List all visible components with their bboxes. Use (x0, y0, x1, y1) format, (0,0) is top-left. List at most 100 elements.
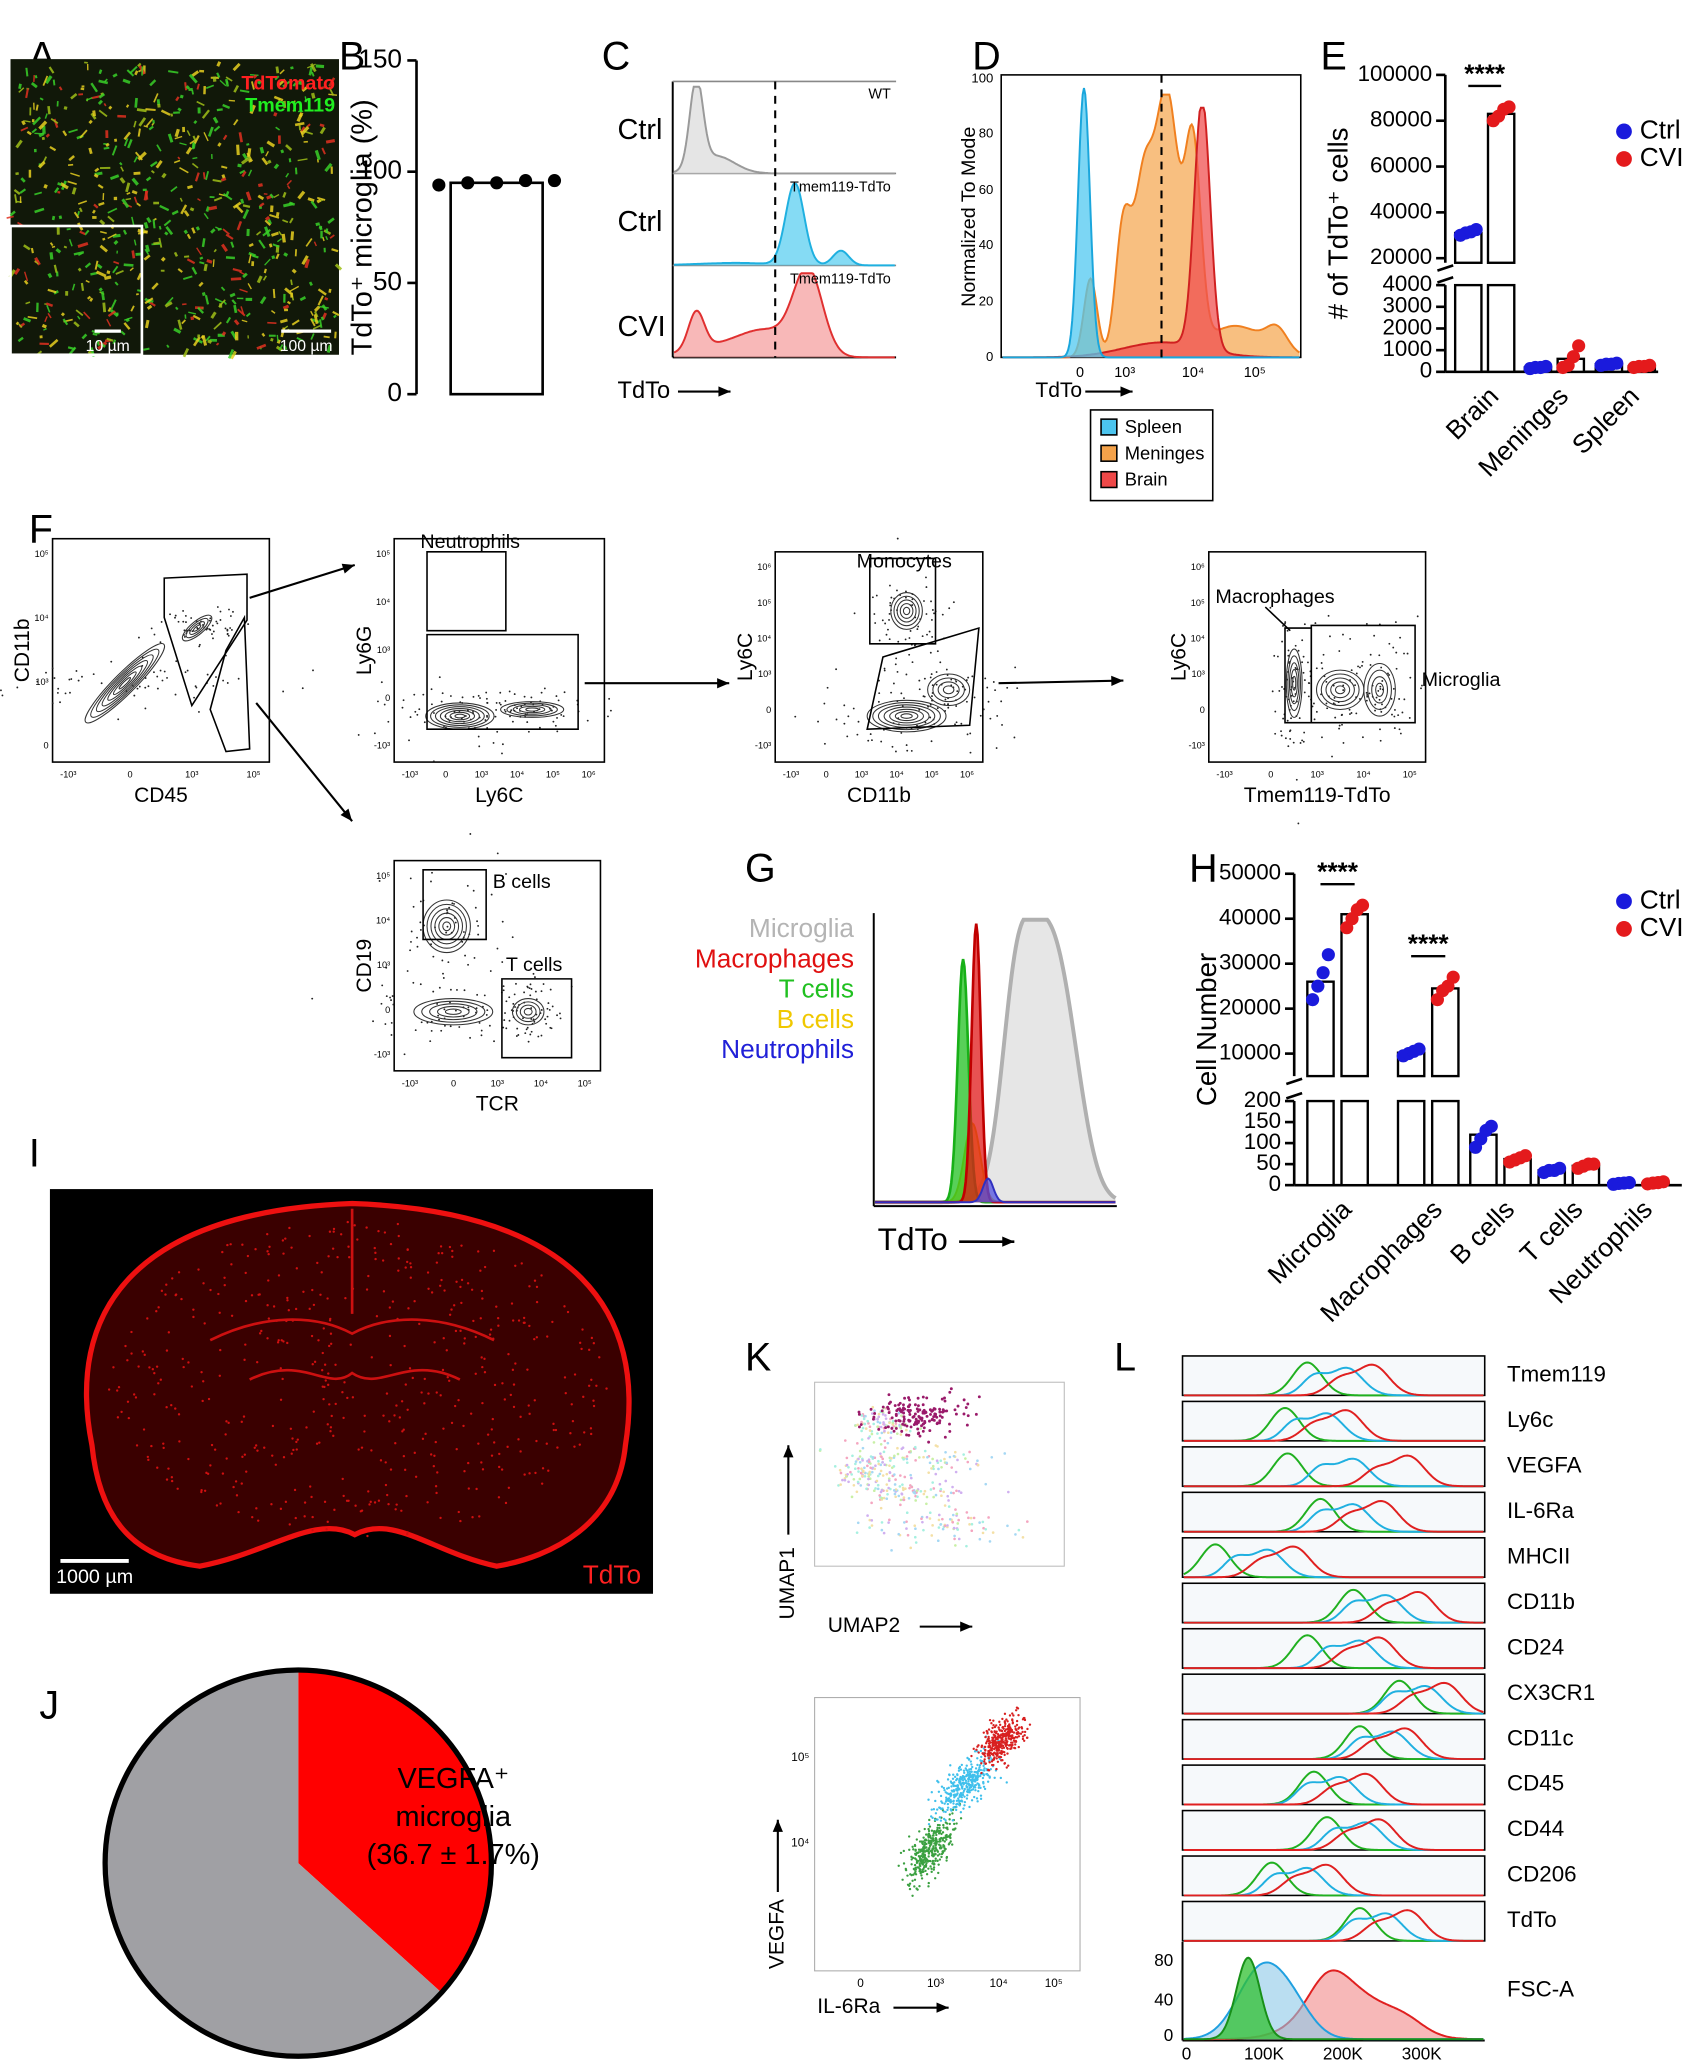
umap-dot (966, 1511, 969, 1514)
cell-process (249, 148, 250, 157)
umap-dot (938, 1526, 941, 1529)
event-dot (953, 1823, 955, 1825)
event-dot (931, 1791, 933, 1793)
event-dot (988, 1738, 990, 1740)
cell-process (243, 205, 250, 206)
signal-dot (333, 1509, 335, 1511)
signal-dot (490, 1328, 492, 1330)
event-dot (440, 1030, 442, 1032)
event-dot (889, 602, 891, 604)
event-dot (1380, 740, 1382, 742)
signal-dot (258, 1293, 260, 1295)
event-dot (872, 596, 874, 598)
event-dot (497, 948, 499, 950)
event-dot (909, 1888, 911, 1890)
y-tick-label: 0 (387, 377, 402, 407)
signal-dot (463, 1342, 465, 1344)
x-axis-label: TCR (476, 1093, 519, 1116)
event-dot (939, 661, 941, 663)
signal-dot (144, 1354, 146, 1356)
cell-process (277, 212, 278, 216)
signal-dot (593, 1342, 595, 1344)
cell-process (281, 151, 284, 152)
y-tick-label: 80000 (1370, 107, 1432, 132)
event-dot (929, 1865, 931, 1867)
data-point (1572, 339, 1585, 352)
umap-dot (944, 1504, 947, 1507)
umap-dot (896, 1447, 899, 1450)
event-dot (433, 712, 435, 714)
signal-dot (275, 1464, 277, 1466)
cell-process (288, 302, 291, 304)
event-dot (1409, 677, 1411, 679)
cell-process (230, 294, 235, 296)
event-dot (987, 1781, 989, 1783)
event-dot (993, 1777, 995, 1779)
event-dot (950, 679, 952, 681)
x-axis-label: IL-6Ra (817, 1995, 880, 2018)
contour (1286, 649, 1302, 717)
y-tick-label: 10⁶ (1191, 562, 1205, 572)
umap-dot (939, 1414, 942, 1417)
umap-dot (950, 1466, 953, 1469)
signal-dot (292, 1449, 294, 1451)
umap-dot (922, 1423, 925, 1426)
y-tick-label: 60000 (1370, 152, 1432, 177)
event-dot (1272, 690, 1274, 692)
x-tick-label: -10³ (783, 770, 799, 780)
umap-dot (963, 1398, 966, 1401)
event-dot (937, 1872, 939, 1874)
event-dot (908, 654, 910, 656)
signal-dot (266, 1337, 268, 1339)
umap-dot (894, 1419, 897, 1422)
umap-dot (914, 1536, 917, 1539)
event-dot (924, 1856, 926, 1858)
event-dot (918, 1870, 920, 1872)
umap-dot (965, 1545, 968, 1548)
event-dot (969, 732, 971, 734)
umap-dot (945, 1462, 948, 1465)
umap-dot (895, 1422, 898, 1425)
event-dot (504, 1012, 506, 1014)
event-dot (512, 936, 514, 938)
event-dot (954, 723, 956, 725)
signal-dot (120, 1411, 122, 1413)
event-dot (930, 704, 932, 706)
event-dot (133, 695, 135, 697)
event-dot (909, 1873, 911, 1875)
data-point (461, 176, 474, 189)
x-tick-label: 10⁵ (1045, 1976, 1063, 1990)
signal-dot (477, 1442, 479, 1444)
event-dot (1343, 742, 1345, 744)
cell-process (209, 207, 217, 209)
event-dot (404, 1053, 406, 1055)
event-dot (547, 1002, 549, 1004)
event-dot (1000, 700, 1002, 702)
event-dot (1366, 623, 1368, 625)
event-dot (450, 1025, 452, 1027)
signal-dot (266, 1233, 268, 1235)
signal-dot (464, 1337, 466, 1339)
signal-dot (435, 1441, 437, 1443)
x-tick-label: 100K (1244, 2044, 1284, 2061)
signal-dot (442, 1369, 444, 1371)
signal-dot (327, 1521, 329, 1523)
event-dot (1278, 690, 1280, 692)
event-dot (432, 956, 434, 958)
arrow-head (937, 2003, 949, 2013)
umap-dot (861, 1438, 864, 1441)
event-dot (1277, 656, 1279, 658)
event-dot (993, 681, 995, 683)
signal-dot (288, 1227, 290, 1229)
umap-dot (899, 1485, 902, 1488)
event-dot (889, 585, 891, 587)
signal-dot (294, 1489, 296, 1491)
cell-process (113, 74, 117, 76)
event-dot (984, 1749, 986, 1751)
event-dot (1024, 1731, 1026, 1733)
event-dot (1295, 668, 1297, 670)
umap-dot (846, 1473, 849, 1476)
signal-dot (162, 1447, 164, 1449)
cell-process (292, 231, 293, 240)
event-dot (473, 890, 475, 892)
